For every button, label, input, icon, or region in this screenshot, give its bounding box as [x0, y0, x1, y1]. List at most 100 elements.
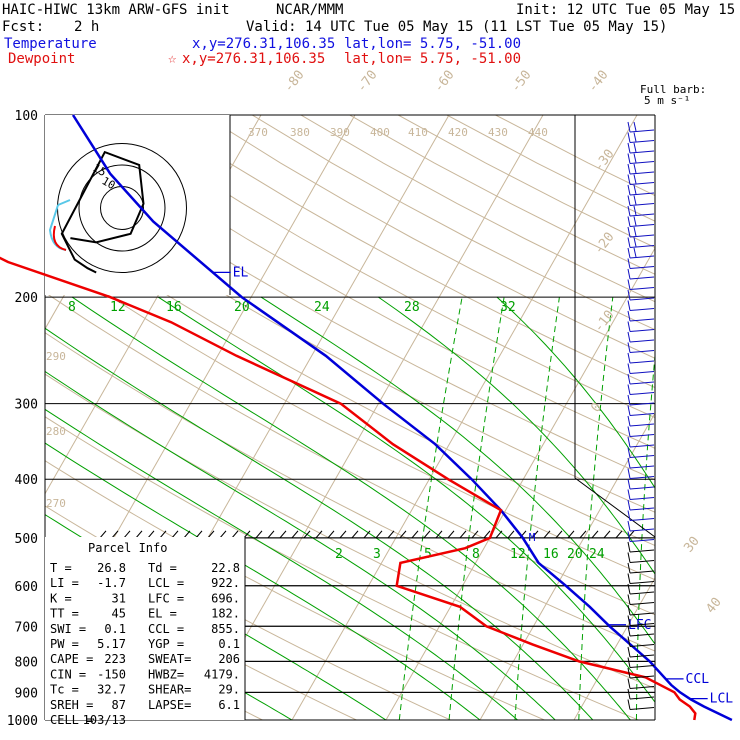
- wind-barb-icon: [629, 497, 655, 500]
- temperature-xy: x,y=276.31,106.35: [192, 36, 335, 52]
- hatch-mark: [435, 530, 443, 539]
- wind-barb-icon: [629, 675, 655, 679]
- wind-barb-flag: [627, 132, 631, 143]
- wind-barb-icon: [629, 455, 655, 458]
- dry-adiabat-line: [106, 115, 655, 419]
- hatch-mark: [99, 530, 107, 539]
- parcel-info-key: CELL =: [50, 713, 93, 727]
- wind-barb-flag: [627, 468, 631, 479]
- parcel-info-key: K =: [50, 591, 72, 605]
- sounding-profiles: [0, 114, 733, 722]
- init-time: Init: 12 UTC Tue 05 May 15: [516, 2, 735, 18]
- wind-barb-flag: [627, 342, 631, 353]
- dry-adiabat-line: [45, 214, 655, 547]
- dry-adiabat-line: [203, 115, 655, 359]
- wind-barb-flag: [633, 163, 637, 174]
- wind-barb-icon: [629, 549, 655, 553]
- wind-barb-flag: [627, 121, 631, 133]
- moist-adiabat-line: [378, 296, 655, 575]
- wind-barb-icon: [629, 308, 655, 311]
- mixing-ratio-label: 12: [110, 300, 126, 315]
- wind-barb-icon: [629, 371, 655, 374]
- wind-barb-icon: [629, 581, 655, 584]
- wind-barb-icon: [629, 696, 655, 700]
- theta-label: 410: [408, 126, 428, 139]
- moist-adiabat-line: [496, 296, 655, 489]
- hatch-mark: [399, 530, 407, 539]
- mixing-ratio-label: 20: [234, 300, 250, 315]
- wind-barb-flag: [627, 184, 631, 196]
- wind-barb-icon: [629, 560, 655, 563]
- wind-barb-icon: [629, 287, 655, 290]
- parcel-info-value: 22.8: [211, 561, 240, 575]
- valid-time: Valid: 14 UTC Tue 05 May 15 (11 LST Tue …: [246, 19, 667, 35]
- parcel-info-value: 6.1: [218, 698, 240, 712]
- theta-label: 290: [46, 350, 66, 363]
- parcel-info-key: SWI =: [50, 622, 86, 636]
- hatch-mark: [459, 530, 467, 539]
- hatch-mark: [147, 530, 155, 539]
- wind-barb-flag: [627, 163, 631, 175]
- hatch-mark: [195, 530, 203, 539]
- wind-barb-flag: [627, 615, 631, 626]
- isotherm-label: -60: [431, 68, 457, 96]
- mixing-ratio-label: 8: [68, 300, 76, 315]
- isotherm-label: -40: [585, 68, 611, 96]
- wind-barb-flag: [627, 510, 631, 521]
- parcel-info-value: 29.: [218, 683, 240, 697]
- wind-barb-icon: [629, 528, 655, 532]
- parcel-info-value: 922.: [211, 576, 240, 590]
- parcel-info-key: HWBZ=: [148, 667, 184, 681]
- mixing-ratio-label: 5: [424, 547, 432, 562]
- wind-barb-flag: [627, 310, 631, 322]
- theta-label: 270: [46, 497, 66, 510]
- parcel-info-value: 4179.: [204, 667, 240, 681]
- theta-label: 440: [528, 126, 548, 139]
- wind-barb-icon: [629, 476, 655, 479]
- wind-barb-icon: [629, 171, 655, 175]
- theta-label: 390: [330, 126, 350, 139]
- wind-barb-flag: [627, 415, 631, 427]
- dewpoint-xy: x,y=276.31,106.35: [182, 51, 325, 67]
- wind-barb-icon: [629, 591, 655, 595]
- wind-barb-flag: [633, 121, 637, 132]
- wind-barb-flag: [627, 562, 631, 574]
- hatch-mark: [231, 530, 239, 539]
- isotherm-label: -80: [281, 68, 307, 96]
- mixing-ratio-label: 12: [510, 547, 526, 562]
- hatch-mark: [543, 530, 551, 539]
- dry-adiabat-line: [57, 115, 655, 449]
- wind-barb-flag: [627, 321, 631, 332]
- dry-adiabat-line: [45, 176, 655, 513]
- mixing-ratio-line: [679, 297, 696, 720]
- parcel-info-value: 26.8: [97, 561, 126, 575]
- parcel-info-key: Tc =: [50, 683, 79, 697]
- wind-barb-icon: [629, 234, 655, 238]
- wind-barb-flag: [627, 153, 631, 164]
- wind-barb-icon: [629, 602, 655, 605]
- hatch-mark: [531, 530, 539, 539]
- hatch-mark: [255, 530, 263, 539]
- wind-barb-icon: [629, 633, 655, 637]
- full-barb-value: 5 m s⁻¹: [644, 94, 690, 107]
- wind-barb-icon: [629, 297, 655, 301]
- mixing-ratio-label: 28: [404, 300, 420, 315]
- hatch-mark: [159, 530, 167, 539]
- hatch-mark: [363, 530, 371, 539]
- wind-barb-flag: [627, 205, 631, 217]
- wind-barb-flag: [627, 531, 631, 542]
- hatch-mark: [171, 530, 179, 539]
- wind-barb-flag: [627, 258, 631, 269]
- wind-barb-icon: [629, 465, 655, 469]
- wind-barb-flag: [627, 520, 631, 532]
- dewpoint-profile: [0, 256, 697, 721]
- wind-barb-flag: [627, 636, 631, 647]
- hatch-mark: [243, 530, 251, 539]
- wind-barb-icon: [629, 570, 655, 574]
- hatch-mark: [471, 530, 479, 539]
- parcel-info-key: LCL =: [148, 576, 184, 590]
- wind-barb-flag: [633, 142, 637, 153]
- wind-barb-icon: [629, 392, 655, 395]
- parcel-info-key: Td =: [148, 561, 177, 575]
- pressure-tick-label: 800: [15, 655, 38, 670]
